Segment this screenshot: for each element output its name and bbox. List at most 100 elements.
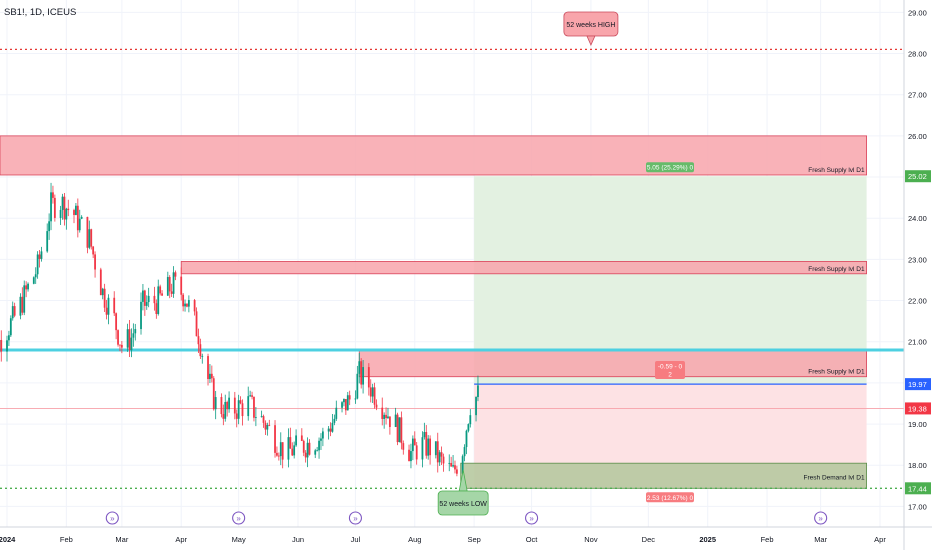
candle-body <box>450 462 453 467</box>
candle-body <box>302 440 305 453</box>
candle-body <box>295 435 297 446</box>
event-marker-glyph: » <box>529 514 534 523</box>
candle-body <box>343 399 345 403</box>
candle-body <box>134 329 137 334</box>
candle-body <box>142 290 144 302</box>
candle-body <box>456 469 458 474</box>
candle-body <box>75 205 77 215</box>
candle-body <box>226 401 229 410</box>
candle-body <box>354 398 357 400</box>
price-tag: 25.02 <box>905 170 931 183</box>
candle-body <box>320 438 322 441</box>
candle-body <box>94 254 96 270</box>
candle-body <box>421 437 424 460</box>
candle-body <box>48 221 51 232</box>
candle-body <box>344 399 347 411</box>
candle-body <box>128 329 131 351</box>
candle-body <box>335 407 338 419</box>
candle-body <box>201 356 204 357</box>
candle-body <box>411 438 414 452</box>
candle-body <box>159 286 162 294</box>
candle-body <box>425 431 428 456</box>
candle-body <box>73 210 75 215</box>
candle-body <box>120 344 123 348</box>
candle-body <box>415 445 418 460</box>
stop-label: 2.53 (12.67%) 0 <box>646 492 694 503</box>
candle-body <box>187 300 190 307</box>
candle-body <box>92 246 95 255</box>
candle-body <box>220 397 223 415</box>
candle-body <box>442 456 445 464</box>
candle-body <box>13 306 16 316</box>
candle-body <box>237 400 240 419</box>
candle-body <box>197 336 200 345</box>
candle-body <box>195 311 198 337</box>
x-tick-label: Aug <box>408 535 421 544</box>
supply-zone <box>180 261 867 275</box>
candle-body <box>266 424 269 430</box>
candle-body <box>107 297 110 315</box>
entry-label-text: 2 <box>668 372 672 379</box>
candle-body <box>400 417 403 444</box>
y-tick-label: 24.00 <box>908 214 927 223</box>
entry-label: -0.59 - 02 <box>655 361 685 379</box>
candle-body <box>224 401 227 419</box>
candle-body <box>65 208 68 220</box>
candle-body <box>254 417 257 418</box>
candle-body <box>429 438 431 456</box>
stop-label-box <box>646 492 694 503</box>
candle-body <box>279 442 282 457</box>
candle-body <box>61 196 64 210</box>
x-tick-label: Mar <box>115 535 128 544</box>
candle-body <box>119 344 121 346</box>
candle-body <box>249 395 252 397</box>
candle-body <box>209 373 211 380</box>
candle-body <box>63 196 66 220</box>
candle-body <box>461 456 464 474</box>
candle-body <box>381 407 384 419</box>
x-tick-label: Apr <box>874 535 886 544</box>
x-tick-label: 2025 <box>699 535 716 544</box>
x-tick-label: Feb <box>60 535 73 544</box>
x-tick-label: Oct <box>526 535 539 544</box>
candle-body <box>469 415 472 425</box>
candle-body <box>318 440 320 451</box>
candle-body <box>32 277 35 284</box>
supply-zone-label: Fresh Supply lvl D1 <box>808 167 865 174</box>
target-label-text: 5.05 (25.29%) 0 <box>647 165 694 172</box>
candle-body <box>239 400 242 404</box>
candle-body <box>369 387 372 397</box>
event-marker-icon <box>232 511 246 525</box>
candle-body <box>21 296 24 313</box>
candle-body <box>387 416 389 419</box>
price-tag-text: 19.97 <box>908 380 927 389</box>
candle-body <box>287 437 290 460</box>
candle-body <box>11 306 14 319</box>
candle-body <box>76 205 79 231</box>
candle-body <box>8 335 10 341</box>
event-marker-glyph: » <box>818 514 823 523</box>
candle-body <box>27 283 29 290</box>
supply-zone-label: Fresh Supply lvl D1 <box>808 266 865 273</box>
candle-body <box>362 367 364 385</box>
candle-body <box>25 285 28 290</box>
candle-body <box>46 231 49 252</box>
y-tick-label: 26.00 <box>908 132 927 141</box>
candle-body <box>113 297 116 314</box>
candle-body <box>161 293 163 296</box>
candle-body <box>423 431 426 438</box>
candle-body <box>396 414 399 443</box>
candle-body <box>291 448 294 456</box>
candle-body <box>467 424 470 431</box>
candle-body <box>314 450 317 455</box>
candles <box>0 182 479 477</box>
entry-label-text: -0.59 - 0 <box>658 364 683 371</box>
event-marker-glyph: » <box>353 514 358 523</box>
y-tick-label: 17.00 <box>908 502 927 511</box>
entry-label-box <box>655 361 685 379</box>
price-tag-box <box>905 170 931 183</box>
candle-body <box>321 431 324 439</box>
y-tick-label: 23.00 <box>908 255 927 264</box>
